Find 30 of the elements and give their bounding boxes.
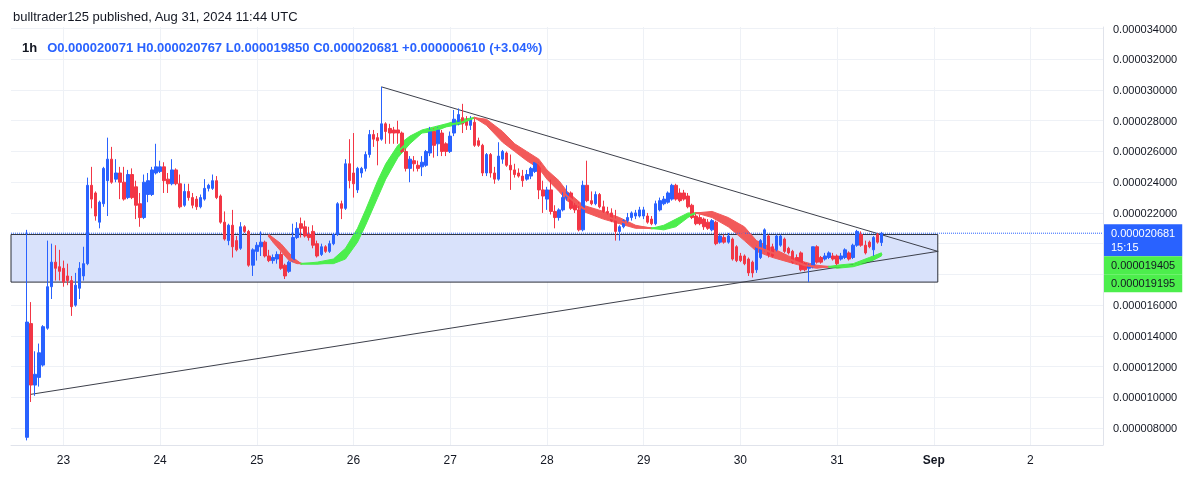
y-tick-label: 0.000026000: [1113, 145, 1178, 158]
y-tick-label: 0.000022000: [1113, 206, 1178, 219]
y-tick-label: 0.000010000: [1113, 391, 1178, 404]
y-tick-label: 0.000008000: [1113, 422, 1178, 435]
x-tick-label: 31: [830, 453, 845, 467]
y-tick-label: 0.000032000: [1113, 53, 1178, 66]
x-tick-label: 30: [733, 453, 748, 467]
x-tick-label: 2: [1027, 453, 1035, 467]
text: 0.000019405: [1111, 259, 1176, 272]
y-tick-label: 0.000030000: [1113, 84, 1178, 97]
y-tick-label: 0.000028000: [1113, 114, 1178, 127]
x-tick-label: 24: [153, 453, 168, 467]
y-tick-label: 0.000012000: [1113, 360, 1178, 373]
annotation: O0.000020071 H0.000020767 L0.000019850 C0.000020681 +0.000000610 (+3.04%): [47, 40, 543, 55]
y-tick-label: 0.000016000: [1113, 299, 1178, 312]
ref-line-label: 0.000020681: [1111, 227, 1176, 240]
x-tick-label: 27: [443, 453, 458, 467]
text: 15:15: [1111, 241, 1139, 254]
x-tick-label: 26: [346, 453, 361, 467]
x-tick-label: 23: [56, 453, 71, 467]
text: 1h: [22, 40, 38, 55]
y-tick-label: 0.000024000: [1113, 176, 1178, 189]
text: 0.000019195: [1111, 277, 1176, 290]
x-tick-label: 29: [636, 453, 651, 467]
x-tick-label: 28: [540, 453, 554, 467]
x-tick-label: Sep: [922, 453, 945, 467]
y-tick-label: 0.000014000: [1113, 329, 1178, 342]
chart-title: bulltrader125 published, Aug 31, 2024 11:44 UTC: [13, 9, 298, 24]
y-tick-label: 0.000034000: [1113, 22, 1178, 35]
x-tick-label: 25: [250, 453, 264, 467]
